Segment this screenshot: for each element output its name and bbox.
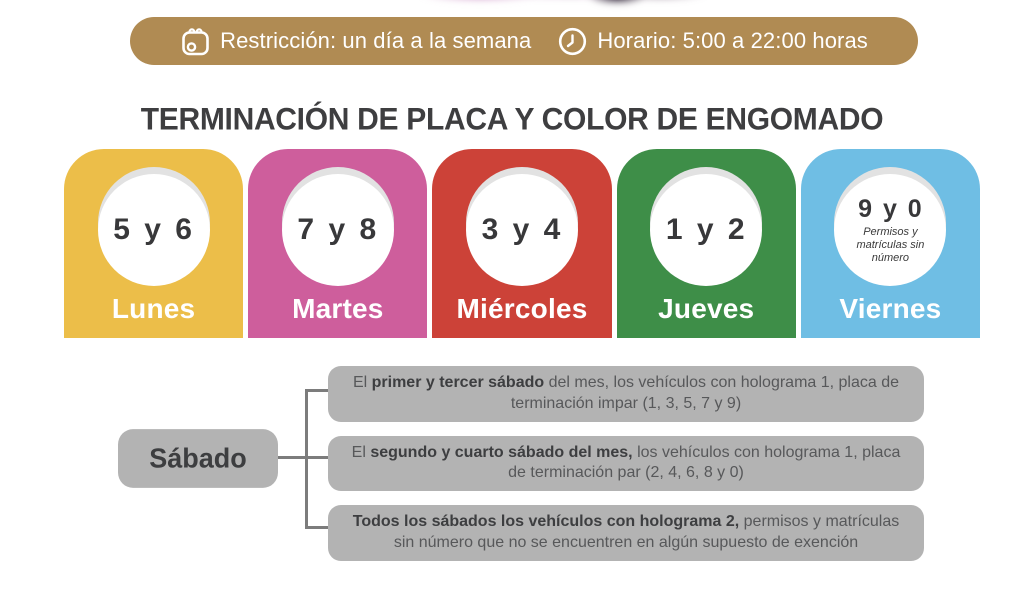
saturday-box: Sábado [118, 429, 278, 488]
plate-circle: 7 y 8 [281, 174, 394, 286]
page-title: TERMINACIÓN DE PLACA Y COLOR DE ENGOMADO [140, 102, 884, 137]
schedule-item: Horario: 5:00 a 22:00 horas [557, 26, 868, 57]
plate-endings: 7 y 8 [297, 213, 379, 246]
plate-endings: 5 y 6 [113, 213, 194, 246]
clock-icon [557, 26, 588, 57]
plate-circle: 9 y 0 Permisos y matrículas sin número [834, 174, 947, 286]
plate-note: Permisos y matrículas sin número [856, 226, 925, 264]
info-banner: Restricción: un día a la semana Horario:… [130, 17, 918, 65]
plate-circle: 1 y 2 [650, 174, 763, 286]
saturday-rules: El primer y tercer sábado del mes, los v… [328, 366, 924, 561]
connector-line-main [278, 456, 329, 459]
day-name: Lunes [111, 293, 196, 324]
day-name: Martes [292, 293, 384, 324]
plate-endings: 9 y 0 [858, 195, 923, 224]
day-card: 3 y 4 Miércoles [432, 149, 612, 338]
plate-endings: 3 y 4 [481, 213, 563, 246]
saturday-rule-box: El primer y tercer sábado del mes, los v… [328, 366, 924, 422]
plate-endings: 1 y 2 [665, 213, 747, 246]
day-cards-row: 5 y 6 Lunes 7 y 8 Martes 3 y 4 Miércoles… [64, 149, 981, 338]
calendar-icon [180, 26, 211, 57]
day-card: 5 y 6 Lunes [64, 149, 244, 338]
saturday-rule-box: El segundo y cuarto sábado del mes, los … [328, 435, 924, 492]
restriction-label: Restricción: un día a la semana [220, 28, 532, 53]
saturday-rule-box: Todos los sábados los vehículos con holo… [328, 505, 924, 561]
day-card: 9 y 0 Permisos y matrículas sin número V… [800, 149, 981, 338]
day-name: Miércoles [456, 293, 588, 324]
day-name: Viernes [839, 293, 942, 324]
connector-line-vertical [305, 389, 308, 529]
connector-line-top [305, 389, 329, 392]
saturday-rule-text: El primer y tercer sábado del mes, los v… [352, 374, 900, 412]
saturday-rule-text: El segundo y cuarto sábado del mes, los … [351, 443, 901, 482]
day-card: 7 y 8 Martes [248, 149, 428, 338]
restriction-item: Restricción: un día a la semana [180, 26, 531, 57]
day-card: 1 y 2 Jueves [616, 149, 796, 338]
saturday-rule-text: Todos los sábados los vehículos con holo… [352, 513, 900, 551]
schedule-label: Horario: 5:00 a 22:00 horas [597, 28, 868, 53]
day-name: Jueves [658, 293, 755, 324]
plate-circle: 3 y 4 [466, 174, 578, 286]
connector-line-bottom [305, 526, 329, 529]
plate-circle: 5 y 6 [97, 174, 210, 286]
